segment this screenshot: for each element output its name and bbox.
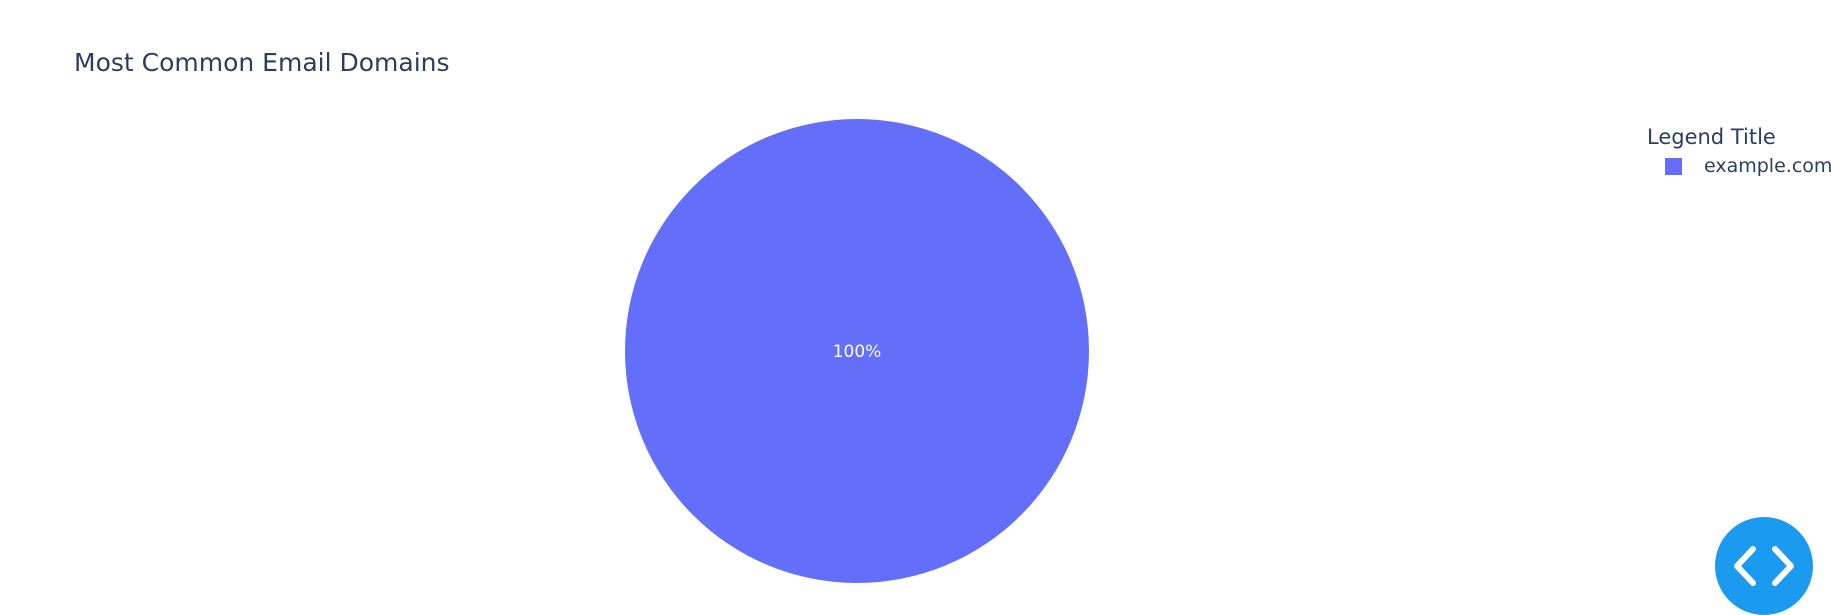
- legend-item-label: example.com: [1704, 155, 1831, 177]
- pie-slice[interactable]: [625, 119, 1089, 583]
- code-brackets-icon: [1734, 546, 1794, 586]
- pie-slice-label: 100%: [833, 342, 882, 362]
- legend-title: Legend Title: [1647, 125, 1776, 149]
- pie-plot-area: 100%: [625, 119, 1089, 583]
- chart-title: Most Common Email Domains: [74, 48, 450, 77]
- legend-item-example-com[interactable]: example.com: [1647, 155, 1831, 179]
- legend: Legend Title example.com: [1647, 125, 1831, 179]
- pie-chart: 100%: [625, 119, 1089, 583]
- code-toggle-button[interactable]: [1715, 517, 1813, 615]
- legend-swatch: [1665, 158, 1682, 175]
